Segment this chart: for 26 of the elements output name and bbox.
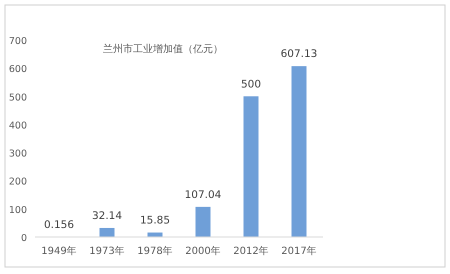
bar bbox=[196, 206, 210, 237]
data-label: 107.04 bbox=[184, 188, 222, 201]
bar bbox=[244, 96, 258, 237]
y-tick-label: 600 bbox=[8, 64, 27, 76]
x-tick-label: 2012年 bbox=[233, 245, 269, 257]
x-tick-label: 1949年 bbox=[41, 245, 77, 257]
data-label: 500 bbox=[240, 78, 262, 90]
data-label: 607.13 bbox=[280, 48, 318, 60]
data-label: 32.14 bbox=[92, 210, 122, 222]
data-label: 15.85 bbox=[140, 214, 170, 227]
chart-title: 兰州市工业增加值（亿元） bbox=[103, 43, 223, 55]
x-tick-label: 1978年 bbox=[137, 245, 173, 257]
y-tick-label: 100 bbox=[8, 204, 27, 216]
x-tick-label: 2017年 bbox=[281, 245, 317, 257]
x-tick-label: 2000年 bbox=[185, 245, 221, 257]
y-tick-label: 700 bbox=[8, 36, 27, 47]
bar bbox=[100, 228, 114, 237]
y-tick-label: 500 bbox=[8, 92, 27, 104]
data-label: 0.156 bbox=[44, 218, 74, 231]
bar bbox=[148, 232, 162, 237]
y-tick-label: 300 bbox=[8, 148, 27, 160]
y-tick-label: 400 bbox=[8, 120, 27, 132]
y-tick-label: 200 bbox=[8, 176, 27, 188]
bar bbox=[292, 66, 306, 237]
x-tick-label: 1973年 bbox=[89, 245, 125, 257]
y-tick-label: 0 bbox=[20, 233, 27, 244]
